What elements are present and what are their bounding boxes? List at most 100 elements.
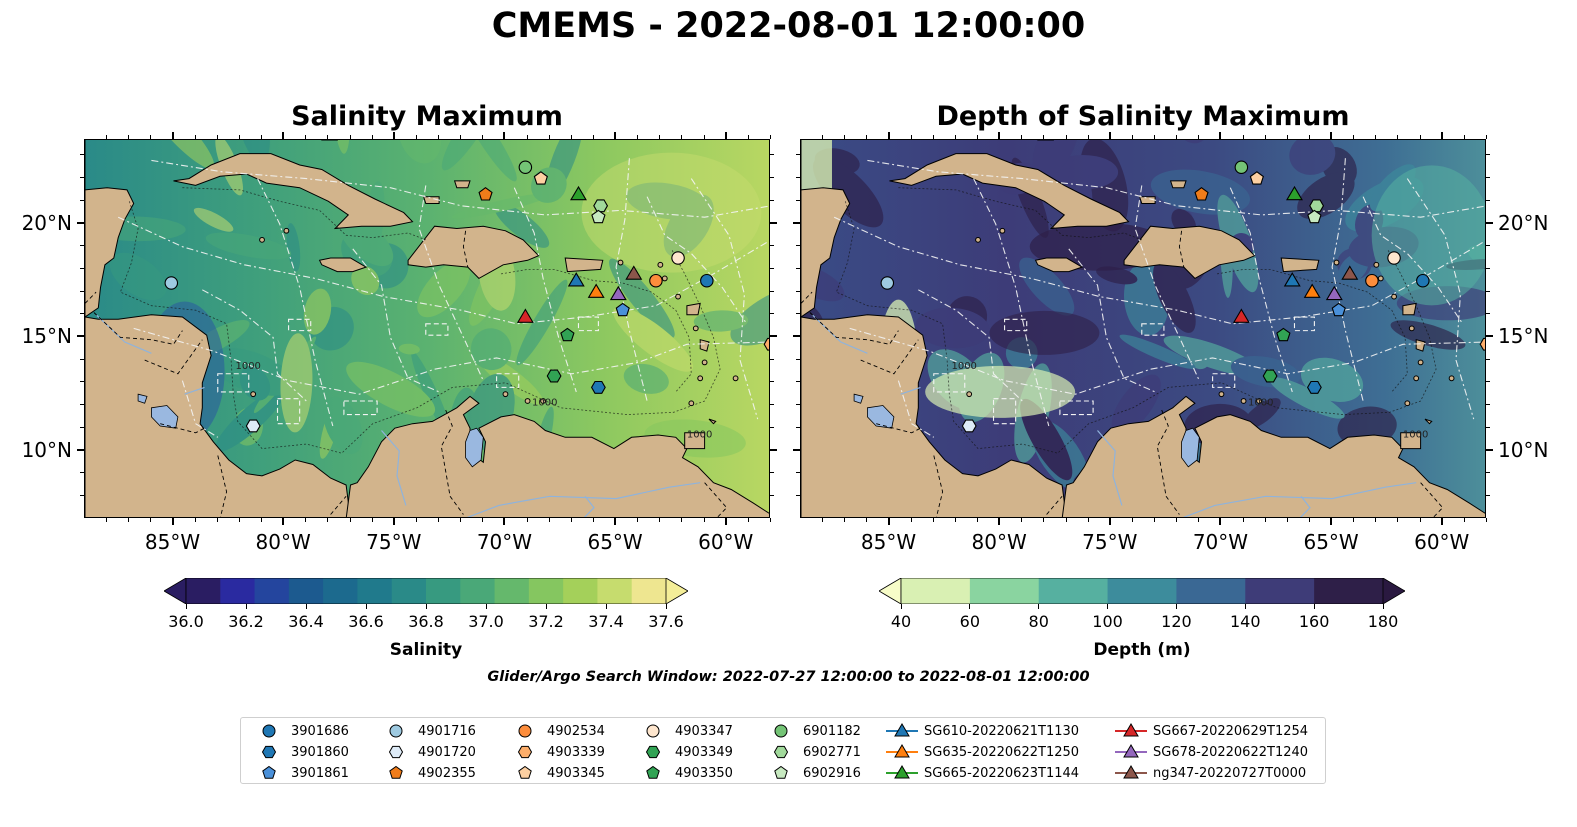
lon-minor-tick (681, 518, 683, 522)
argo-float-4903350[interactable] (560, 327, 575, 342)
lon-minor-tick (1154, 135, 1156, 139)
glider-SG635-20220622T1250[interactable] (587, 283, 605, 298)
legend-label: 4903345 (547, 765, 605, 781)
legend-label: 4903349 (675, 744, 733, 760)
lon-tick-mark (998, 518, 1001, 525)
argo-float-6901182[interactable] (518, 160, 533, 174)
glider-SG635-20220622T1250[interactable] (1303, 283, 1321, 298)
argo-float-4902355[interactable] (478, 187, 493, 201)
lon-minor-tick (327, 135, 329, 139)
lon-minor-tick (1486, 135, 1487, 139)
argo-float-4903339[interactable] (1479, 337, 1486, 351)
lat-tick (1486, 199, 1490, 201)
argo-float-4903345[interactable] (533, 171, 548, 185)
depth-colorbar-label: Depth (m) (1093, 640, 1191, 660)
glider-SG678-20220622T1240[interactable] (1325, 285, 1343, 301)
lon-minor-tick (910, 135, 912, 139)
lon-minor-tick (261, 135, 263, 139)
lon-tick-mark (1440, 518, 1443, 525)
isobath-label: 1000 (235, 361, 260, 372)
lat-tick (770, 199, 774, 201)
glider-ng347-20220727T0000[interactable] (625, 265, 643, 280)
argo-float-3901861[interactable] (615, 302, 630, 317)
lat-tick (1486, 221, 1493, 224)
panel-title-depth: Depth of Salinity Maximum (936, 101, 1350, 132)
glider-SG667-20220629T1254[interactable] (1232, 308, 1250, 323)
argo-float-6901182[interactable] (1234, 160, 1249, 174)
lon-tick-label: 85°W (144, 530, 201, 554)
glider-SG665-20220623T1144[interactable] (1286, 185, 1303, 201)
lon-minor-tick (1264, 135, 1266, 139)
legend-label: 4901720 (418, 744, 476, 760)
argo-pentagon-icon (518, 765, 532, 779)
depth-colorbar-tick (1382, 604, 1384, 609)
lat-tick (770, 290, 774, 292)
lon-tick-mark (282, 518, 285, 525)
argo-float-3901860[interactable] (1306, 380, 1322, 394)
isobath-label: 1000 (951, 361, 976, 372)
lon-minor-tick (1198, 518, 1200, 522)
legend-label: 6902916 (803, 765, 861, 781)
argo-float-4903347[interactable] (1387, 251, 1401, 265)
glider-ng347-20220727T0000[interactable] (1341, 265, 1359, 280)
argo-float-6902916[interactable] (591, 209, 606, 224)
argo-float-4903345[interactable] (1249, 171, 1264, 185)
argo-float-4903339[interactable] (763, 337, 770, 351)
glider-SG667-20220629T1254[interactable] (516, 308, 534, 323)
argo-float-4901716[interactable] (164, 276, 179, 290)
lat-tick (793, 448, 800, 451)
legend-label: 4902534 (547, 723, 605, 739)
lat-tick (80, 472, 84, 474)
lon-minor-tick (703, 518, 705, 522)
argo-float-4903349[interactable] (1262, 369, 1278, 383)
glider-SG665-20220623T1144[interactable] (570, 185, 587, 201)
argo-float-3901860[interactable] (590, 380, 606, 394)
lat-tick (770, 335, 777, 338)
lon-tick-mark (1330, 518, 1333, 525)
lon-minor-tick (305, 518, 307, 522)
argo-float-4903350[interactable] (1276, 327, 1291, 342)
depth-colorbar-swatch (1245, 578, 1315, 604)
argo-float-4902355[interactable] (1194, 187, 1209, 201)
lat-tick (796, 290, 800, 292)
lat-tick (1486, 426, 1490, 428)
lat-tick (1486, 154, 1490, 156)
depth-colorbar-tick-label: 160 (1298, 612, 1330, 631)
argo-float-3901686[interactable] (700, 273, 714, 288)
argo-float-4903349[interactable] (546, 369, 562, 383)
argo-float-4901716[interactable] (880, 276, 895, 290)
isobath-label: 1000 (1248, 398, 1273, 409)
glider-SG678-20220622T1240[interactable] (609, 285, 627, 301)
glider-SG610-20220621T1130[interactable] (567, 272, 585, 287)
legend-label: ng347-20220727T0000 (1153, 765, 1307, 781)
depth-map[interactable]: 1000 1000 1000 (800, 139, 1486, 518)
legend-label: 4903350 (675, 765, 733, 781)
salinity-colorbar (163, 577, 689, 605)
lat-tick (796, 267, 800, 269)
argo-float-4902534[interactable] (1365, 273, 1379, 288)
legend-entry: 4903350 (637, 763, 733, 783)
argo-float-6902771[interactable] (1309, 199, 1325, 213)
salinity-map[interactable]: 1000 1000 1000 (84, 139, 770, 518)
argo-float-3901861[interactable] (1331, 302, 1346, 317)
argo-hexagon-icon (773, 745, 789, 759)
argo-float-6902916[interactable] (1307, 209, 1322, 224)
depth-colorbar-tick (1107, 604, 1109, 609)
lon-minor-tick (747, 518, 749, 522)
lon-minor-tick (822, 518, 824, 522)
argo-float-4901720[interactable] (961, 419, 977, 433)
argo-float-4903347[interactable] (671, 251, 685, 265)
legend-entry: 3901860 (253, 742, 349, 762)
glider-SG610-20220621T1130[interactable] (1283, 272, 1301, 287)
argo-float-6902771[interactable] (593, 199, 609, 213)
argo-float-4901720[interactable] (245, 419, 261, 433)
lon-minor-tick (747, 135, 749, 139)
lat-tick (770, 221, 777, 224)
argo-float-3901686[interactable] (1416, 273, 1430, 288)
lon-minor-tick (703, 135, 705, 139)
depth-colorbar-tick-label: 180 (1367, 612, 1399, 631)
lon-tick-mark (1219, 518, 1222, 525)
lon-minor-tick (1131, 135, 1133, 139)
argo-float-4902534[interactable] (649, 273, 663, 288)
lon-minor-tick (526, 135, 528, 139)
